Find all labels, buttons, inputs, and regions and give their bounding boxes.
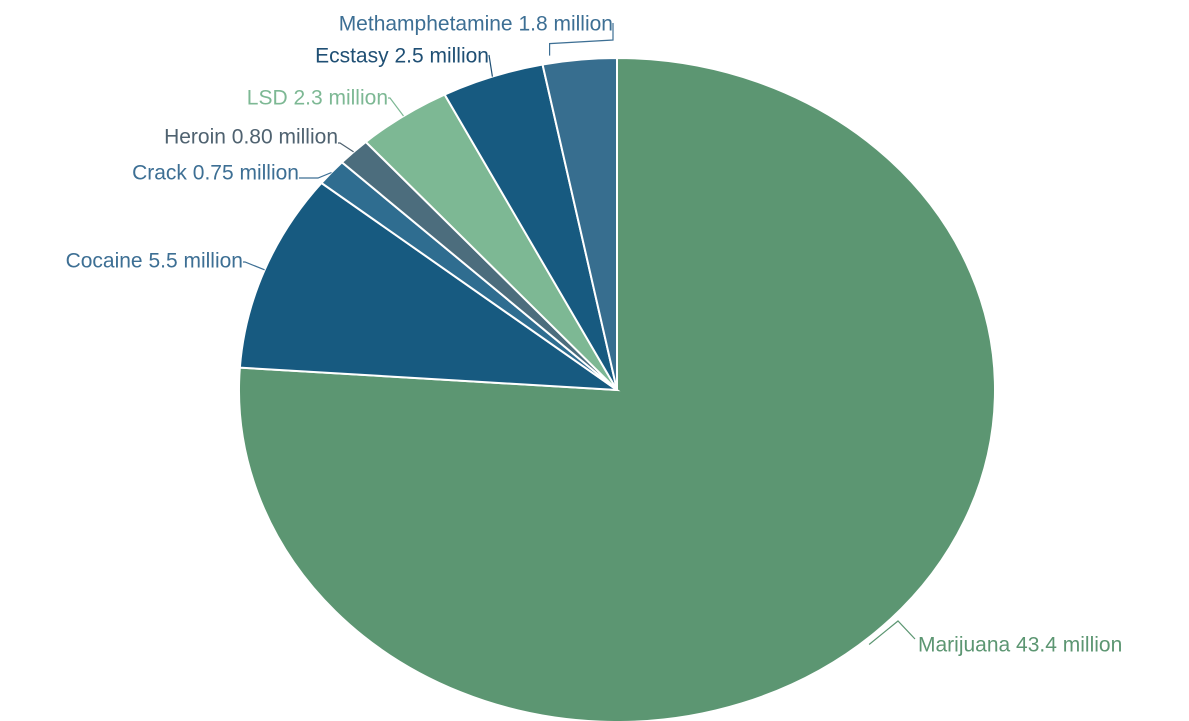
slice-label-cocaine: Cocaine 5.5 million bbox=[66, 250, 243, 273]
leader-line-heroin bbox=[338, 142, 354, 153]
labels-layer: Marijuana 43.4 million Cocaine 5.5 millio… bbox=[66, 13, 1123, 657]
slice-label-marijuana: Marijuana 43.4 million bbox=[918, 634, 1122, 657]
leaders-layer bbox=[243, 23, 916, 645]
slice-label-lsd: LSD 2.3 million bbox=[247, 87, 388, 110]
slice-label-crack: Crack 0.75 million bbox=[132, 162, 299, 185]
pie-slice-cocaine bbox=[238, 181, 621, 392]
leader-line-methamphetamine bbox=[548, 23, 614, 56]
leader-line-lsd bbox=[388, 97, 404, 117]
slice-label-methamphetamine: Methamphetamine 1.8 million bbox=[339, 13, 613, 36]
slice-label-ecstasy: Ecstasy 2.5 million bbox=[315, 45, 489, 68]
leader-line-ecstasy bbox=[488, 54, 493, 77]
pie-slice-methamphetamine bbox=[541, 56, 618, 391]
slices-layer bbox=[238, 56, 996, 721]
leader-line-cocaine bbox=[243, 261, 265, 271]
leader-line-crack bbox=[299, 171, 332, 179]
slice-label-heroin: Heroin 0.80 million bbox=[164, 126, 338, 149]
leader-line-marijuana bbox=[868, 620, 916, 645]
